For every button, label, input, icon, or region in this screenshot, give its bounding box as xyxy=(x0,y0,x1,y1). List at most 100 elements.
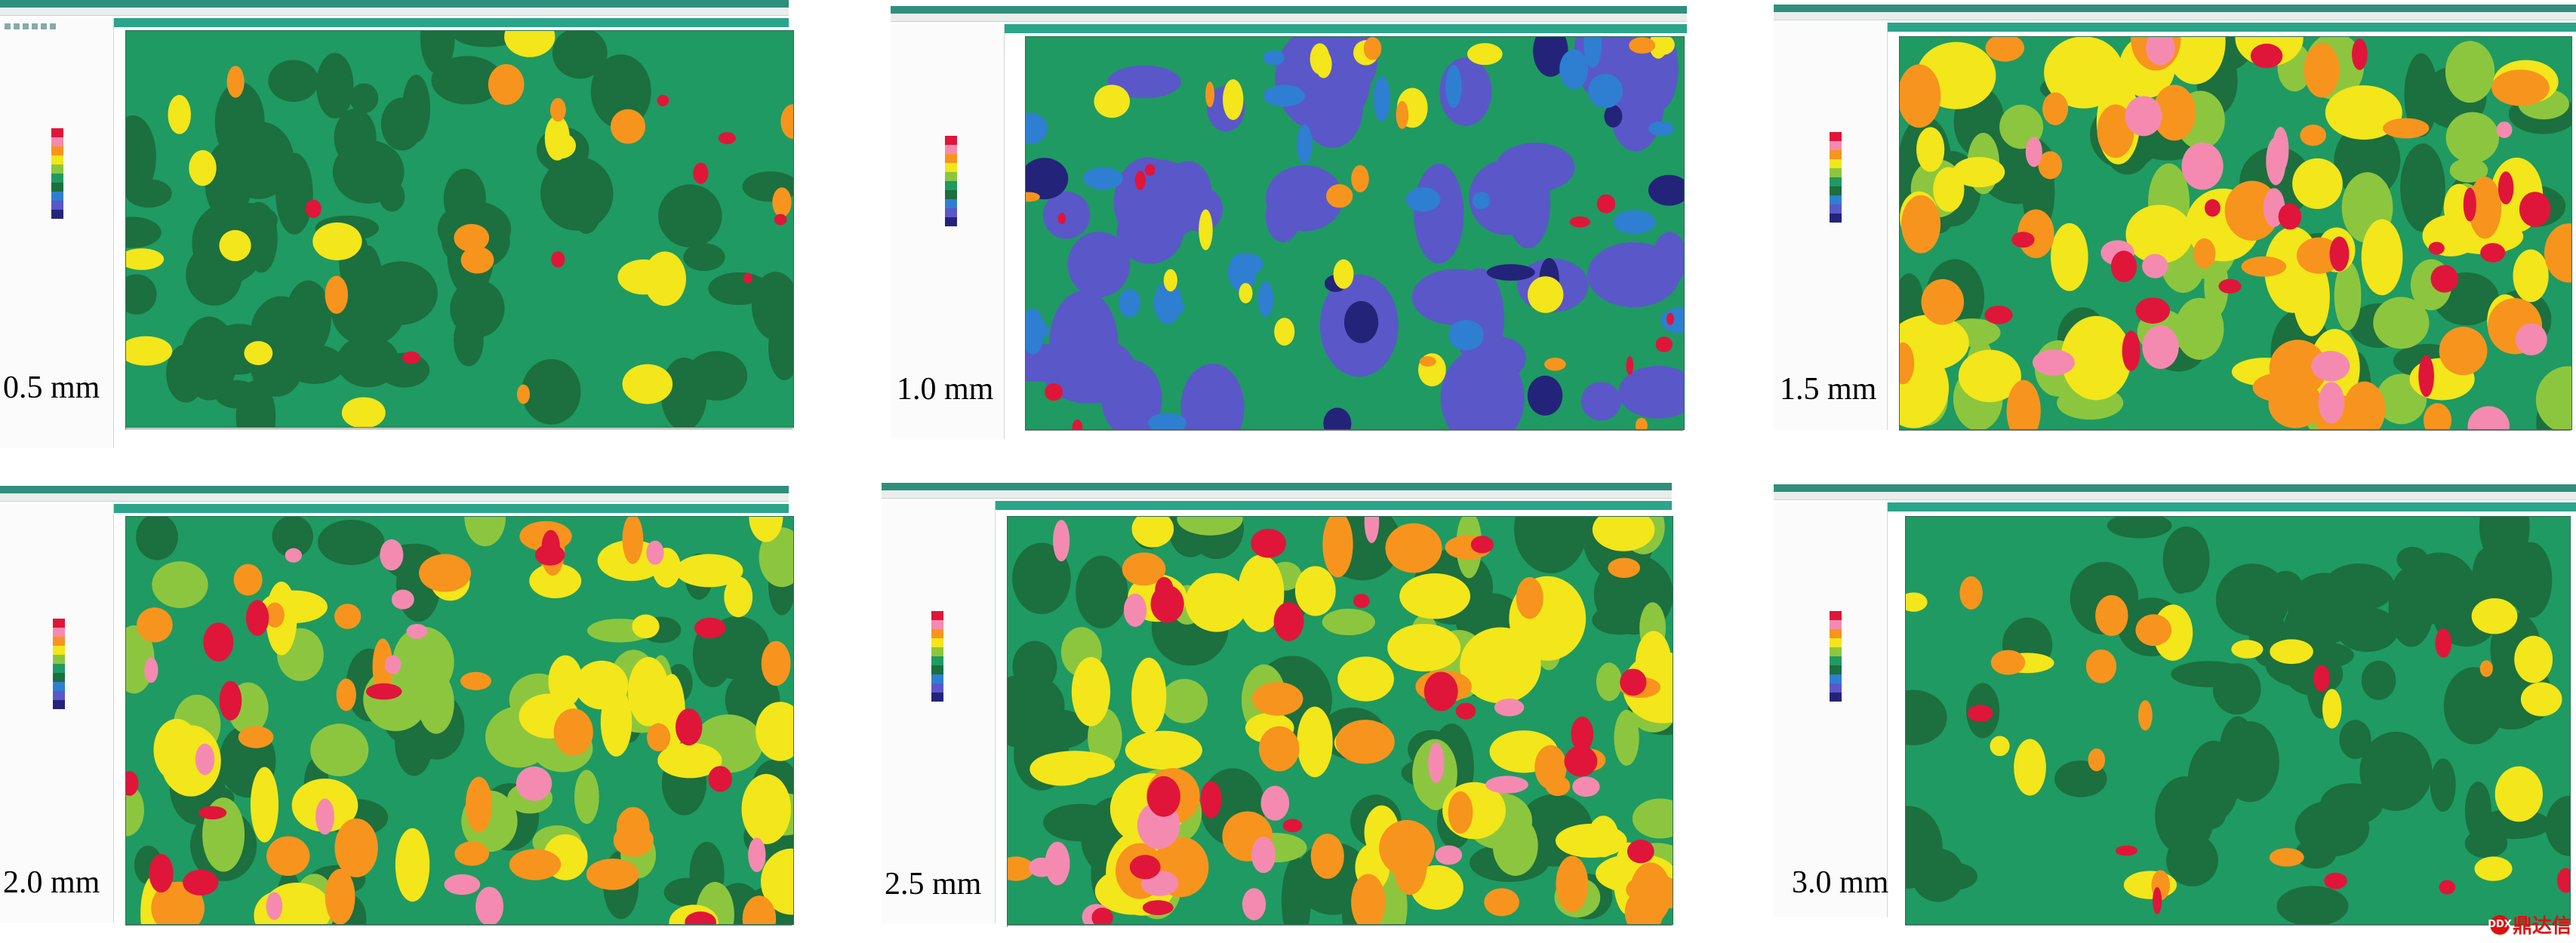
legend-swatch xyxy=(945,172,957,181)
contour-blob xyxy=(1379,820,1435,877)
contour-blob xyxy=(2174,297,2224,360)
legend-swatch xyxy=(51,192,63,201)
left-tool-panel xyxy=(891,24,1005,439)
contour-blob xyxy=(1614,709,1639,766)
window-menubar xyxy=(0,493,789,502)
contour-blob xyxy=(1012,542,1071,615)
contour-blob xyxy=(1559,49,1589,90)
contour-blob xyxy=(590,54,651,129)
contour-blob xyxy=(509,849,562,880)
contour-blob xyxy=(1470,536,1494,554)
contour-blob xyxy=(1294,566,1336,616)
color-legend xyxy=(945,136,957,226)
legend-swatch xyxy=(51,137,63,146)
contour-blob xyxy=(1239,283,1253,304)
legend-swatch xyxy=(1830,683,1842,693)
legend-swatch xyxy=(931,647,943,656)
contour-blob xyxy=(1958,349,2021,403)
contour-blob xyxy=(126,179,172,208)
contour-blob xyxy=(574,660,629,710)
contour-blob xyxy=(1460,627,1541,704)
contour-blob xyxy=(658,184,722,247)
contour-blob xyxy=(454,223,490,252)
contour-blob xyxy=(749,517,783,542)
contour-blob xyxy=(1322,517,1353,578)
contour-blob xyxy=(1035,751,1116,779)
left-tool-panel xyxy=(882,501,996,923)
legend-swatch xyxy=(1830,186,1842,195)
legend-swatch xyxy=(1830,159,1842,168)
contour-blob xyxy=(683,243,725,272)
contour-blob xyxy=(549,97,566,122)
x-axis xyxy=(125,925,792,939)
contour-blob xyxy=(1583,37,1602,68)
contour-blob xyxy=(586,859,639,890)
legend-swatch xyxy=(945,190,957,199)
legend-swatch xyxy=(51,146,63,155)
contour-blob xyxy=(1053,520,1070,562)
contour-blob xyxy=(1528,276,1564,313)
contour-blob xyxy=(460,246,494,274)
contour-blob xyxy=(2322,689,2342,729)
contour-blob xyxy=(1273,602,1304,641)
contour-blob xyxy=(2498,171,2514,205)
legend-swatch xyxy=(1830,141,1842,150)
contour-blob xyxy=(1067,232,1131,298)
contour-blob xyxy=(1514,517,1587,574)
contour-blob xyxy=(1155,576,1174,604)
contour-blob xyxy=(1107,65,1181,99)
contour-blob xyxy=(2051,223,2088,291)
contour-blob xyxy=(337,335,400,388)
contour-blob xyxy=(708,766,732,792)
contour-blob xyxy=(1613,210,1656,235)
legend-swatch xyxy=(1830,674,1842,683)
contour-blob xyxy=(2269,848,2304,867)
contour-blob xyxy=(2519,192,2551,227)
window-titlebar xyxy=(1774,5,2576,12)
legend-swatch xyxy=(1830,132,1842,141)
contour-blob xyxy=(1101,360,1162,429)
contour-blob xyxy=(1310,43,1330,75)
y-axis xyxy=(112,30,126,430)
contour-blob xyxy=(1545,776,1571,797)
legend-swatch xyxy=(1830,638,1842,647)
contour-blob xyxy=(676,708,703,746)
contour-blob xyxy=(1091,908,1113,924)
contour-blob xyxy=(1296,124,1313,164)
contour-map xyxy=(125,516,794,925)
contour-blob xyxy=(1083,167,1123,190)
contour-blob xyxy=(1959,576,1983,610)
contour-blob xyxy=(1588,816,1619,858)
contour-blob xyxy=(152,561,208,608)
contour-blob xyxy=(1455,702,1476,720)
legend-swatch xyxy=(931,674,943,683)
window-menubar xyxy=(891,14,1687,22)
thickness-label: 3.0 mm xyxy=(1792,865,1889,900)
contour-blob xyxy=(1544,358,1566,371)
contour-blob xyxy=(2241,256,2287,277)
contour-blob xyxy=(1527,375,1563,416)
contour-blob xyxy=(2300,124,2327,146)
legend-swatch xyxy=(945,154,957,163)
contour-blob xyxy=(391,589,414,610)
watermark-badge: DDX xyxy=(2488,914,2512,935)
contour-blob xyxy=(1257,281,1274,317)
contour-blob xyxy=(126,217,162,248)
contour-blob xyxy=(1423,671,1458,711)
left-tool-panel xyxy=(0,18,114,448)
contour-blob xyxy=(761,848,793,915)
contour-blob xyxy=(1373,76,1391,121)
legend-swatch xyxy=(931,638,943,647)
panel-1-5mm: 1.5 mm xyxy=(1774,0,2576,468)
contour-blob xyxy=(1164,161,1212,223)
contour-blob xyxy=(1144,164,1156,176)
contour-blob xyxy=(2095,594,2128,637)
contour-blob xyxy=(1364,517,1380,543)
contour-blob xyxy=(1556,855,1589,913)
contour-blob xyxy=(183,869,219,896)
contour-blob xyxy=(2467,406,2510,429)
contour-blob xyxy=(1435,845,1463,865)
left-tool-panel xyxy=(1774,502,1888,917)
contour-blob xyxy=(1485,776,1528,794)
contour-blob xyxy=(1648,174,1684,206)
